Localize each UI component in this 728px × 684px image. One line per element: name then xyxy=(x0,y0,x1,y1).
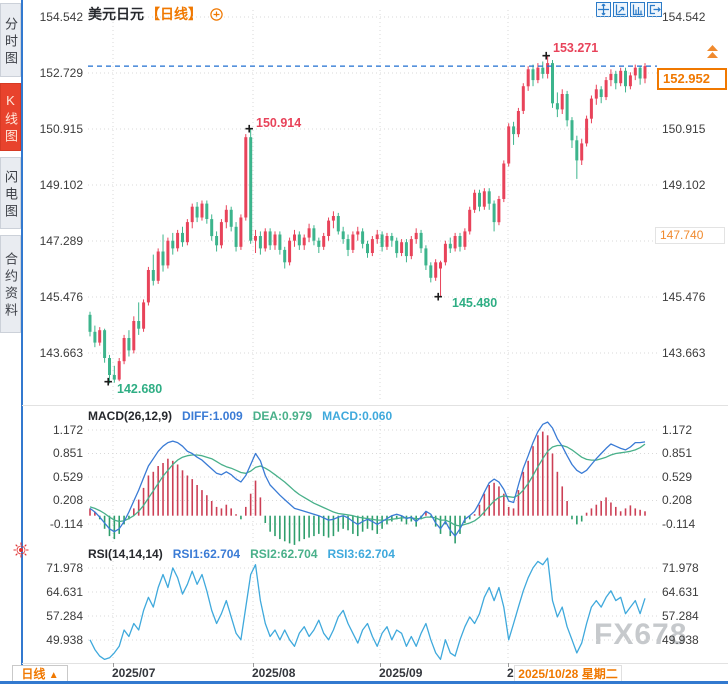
axis-label: 64.631 xyxy=(662,585,699,599)
rsi3-value: RSI3:62.704 xyxy=(327,547,395,561)
axis-tick xyxy=(380,663,381,667)
axis-label: 49.938 xyxy=(46,633,83,647)
xaxis-label-sep: 2025/09 xyxy=(379,666,423,680)
sidebar-divider xyxy=(21,0,23,684)
rsi1-value: RSI1:62.704 xyxy=(172,547,241,561)
axis-label: 0.529 xyxy=(662,470,693,484)
axis-label: 0.529 xyxy=(52,470,83,484)
chart-title: 美元日元 【日线】 xyxy=(88,4,223,24)
sidebar-tab-contract-info[interactable]: 合约资料 xyxy=(0,235,21,333)
axis-label: 143.663 xyxy=(662,346,706,360)
watermark: FX678 xyxy=(594,618,688,651)
sidebar-tab-candle-chart[interactable]: K线图 xyxy=(0,83,21,151)
macd-diff-value: DIFF:1.009 xyxy=(182,409,243,423)
axis-pan-icon[interactable] xyxy=(630,2,645,17)
axis-label: 154.542 xyxy=(662,10,706,24)
reference-price-flag: 147.740 xyxy=(655,227,725,244)
double-up-arrow-icon xyxy=(705,45,720,67)
xaxis-label-jul: 2025/07 xyxy=(112,666,156,680)
axis-label: 71.978 xyxy=(662,561,699,575)
symbol-name: 美元日元 xyxy=(88,6,144,22)
xaxis-divider xyxy=(22,663,728,664)
axis-label: 150.915 xyxy=(39,122,83,137)
xaxis-label-aug: 2025/08 xyxy=(252,666,296,680)
axis-label: 154.542 xyxy=(39,10,83,24)
annotation-low-142: 142.680 xyxy=(117,382,163,396)
axis-label: 0.851 xyxy=(52,446,83,461)
axis-tick xyxy=(113,663,114,667)
annotation-low-145: 145.480 xyxy=(452,296,498,310)
rsi2-value: RSI2:62.704 xyxy=(250,547,318,561)
axis-label: 145.476 xyxy=(662,290,706,304)
high-marker: + xyxy=(245,121,254,137)
annotation-high-150: 150.914 xyxy=(256,116,302,130)
axis-tick xyxy=(508,663,509,667)
period-label: 日线 xyxy=(21,667,46,681)
period-tag: 【日线】 xyxy=(146,6,202,22)
current-price-flag: 152.952 xyxy=(657,68,727,90)
axis-label: 0.851 xyxy=(662,446,693,461)
axis-label: 147.289 xyxy=(39,234,83,248)
axis-label: 0.208 xyxy=(662,493,693,508)
axis-label: 152.729 xyxy=(39,65,83,80)
rsi-chart[interactable] xyxy=(85,545,675,663)
high-marker: + xyxy=(542,48,551,64)
macd-dea-value: DEA:0.979 xyxy=(252,409,313,423)
crosshair-icon[interactable] xyxy=(596,2,611,17)
annotation-high-153: 153.271 xyxy=(553,41,599,55)
axis-tick xyxy=(253,663,254,667)
low-marker: + xyxy=(434,289,443,305)
axis-label: 57.284 xyxy=(662,609,699,623)
rsi-name: RSI(14,14,14) xyxy=(88,547,163,561)
axis-label: 1.172 xyxy=(52,423,83,437)
sidebar-tab-lightning-chart[interactable]: 闪电图 xyxy=(0,157,21,229)
macd-chart[interactable] xyxy=(85,413,675,545)
axis-label: 149.102 xyxy=(662,178,706,192)
axis-label: 1.172 xyxy=(662,423,693,437)
macd-macd-value: MACD:0.060 xyxy=(322,409,393,423)
bottom-scroll-strip[interactable] xyxy=(0,681,728,684)
rsi-header: RSI(14,14,14) RSI1:62.704 RSI2:62.704 RSI3:… xyxy=(88,547,405,561)
axis-label: 149.102 xyxy=(39,178,83,192)
exit-icon[interactable] xyxy=(647,2,662,17)
axis-label: 57.284 xyxy=(46,609,83,623)
sun-settings-icon[interactable] xyxy=(13,542,29,563)
low-marker: + xyxy=(104,374,113,390)
axis-label: 71.978 xyxy=(46,561,83,575)
chart-toolbar xyxy=(596,2,662,17)
panel-divider xyxy=(22,405,728,406)
axis-label: 150.915 xyxy=(662,122,706,137)
axis-label: -0.114 xyxy=(662,517,696,531)
crosshair-date-label: 2025/10/28 星期二 xyxy=(514,665,622,684)
axis-label: -0.114 xyxy=(49,517,83,531)
axis-scale-icon[interactable] xyxy=(613,2,628,17)
axis-label: 145.476 xyxy=(39,290,83,304)
axis-label: 143.663 xyxy=(39,346,83,360)
axis-label: 49.938 xyxy=(662,633,699,647)
candlestick-chart[interactable] xyxy=(85,0,675,408)
axis-label: 0.208 xyxy=(52,493,83,508)
axis-label: 64.631 xyxy=(46,585,83,599)
triangle-up-icon: ▲ xyxy=(48,670,59,681)
sidebar-tab-time-chart[interactable]: 分时图 xyxy=(0,3,21,77)
macd-header: MACD(26,12,9) DIFF:1.009 DEA:0.979 MACD:0.0… xyxy=(88,409,402,423)
macd-name: MACD(26,12,9) xyxy=(88,409,173,423)
